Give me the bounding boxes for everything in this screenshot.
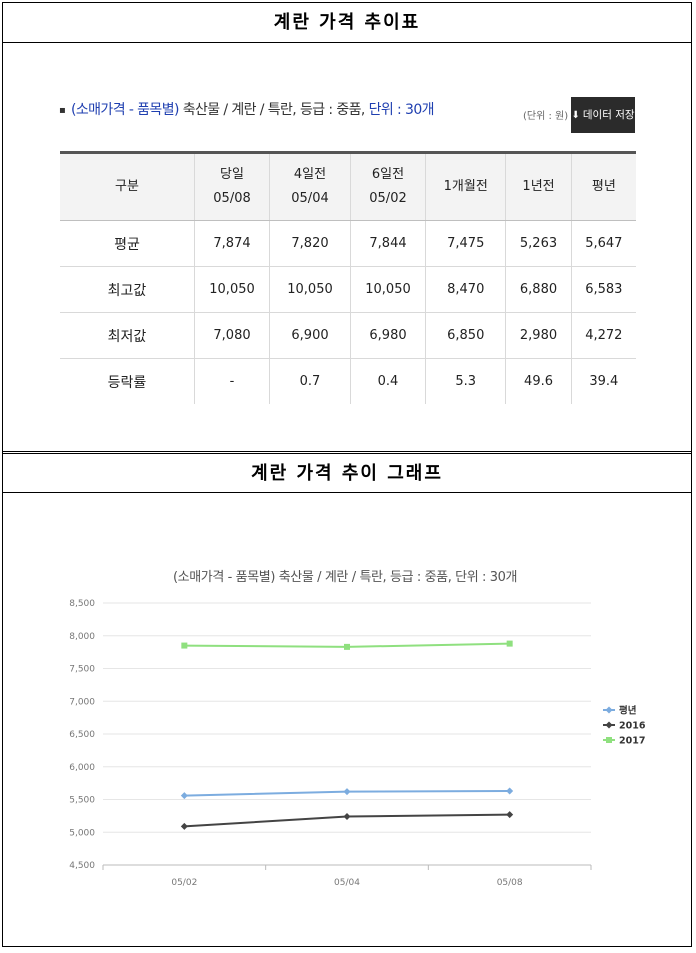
table-caption: (소매가격 - 품목별) 축산물 / 계란 / 특란, 등급 : 중품, 단위 … (71, 99, 435, 119)
section-title-table: 계란 가격 추이표 (3, 3, 691, 43)
cell: 7,080 (193, 312, 270, 359)
header-4days: 4일전 05/04 (269, 151, 351, 221)
row-label: 최저값 (60, 312, 195, 359)
y-tick-label: 8,000 (69, 632, 95, 642)
y-tick-label: 5,000 (69, 828, 95, 838)
table-header-row: 구분 당일 05/08 4일전 05/04 6일전 05/02 1개월전 1년전 평년 (60, 151, 636, 221)
y-tick-label: 4,500 (69, 861, 95, 871)
header-category: 구분 (60, 151, 195, 221)
cell: 6,900 (269, 312, 351, 359)
cell: 6,980 (349, 312, 426, 359)
save-data-button[interactable]: ⬇ 데이터 저장 (571, 97, 635, 133)
y-tick-label: 6,000 (69, 763, 95, 773)
x-tick-label: 05/08 (497, 878, 523, 888)
y-tick-label: 6,500 (69, 730, 95, 740)
table-row: 등락률 - 0.7 0.4 5.3 49.6 39.4 (60, 358, 636, 404)
row-label: 최고값 (60, 266, 195, 313)
table-row: 최고값 10,050 10,050 10,050 8,470 6,880 6,5… (60, 266, 636, 313)
cell: 7,844 (349, 220, 426, 267)
cell: 6,850 (425, 312, 506, 359)
data-point (343, 813, 351, 821)
cell: 0.4 (349, 358, 426, 404)
bullet-icon: ▪ (59, 105, 66, 116)
cell: 5.3 (425, 358, 506, 404)
y-tick-label: 7,500 (69, 665, 95, 675)
header-1year: 1년전 (505, 151, 572, 221)
section-divider (3, 451, 691, 452)
cell: 7,874 (193, 220, 270, 267)
header-today: 당일 05/08 (193, 151, 270, 221)
header-1month: 1개월전 (425, 151, 506, 221)
row-label: 평균 (60, 220, 195, 267)
data-point (343, 788, 351, 796)
cell: 2,980 (505, 312, 572, 359)
y-tick-label: 8,500 (69, 599, 95, 609)
caption-category: (소매가격 - 품목별) (71, 102, 179, 118)
chart-title: (소매가격 - 품목별) 축산물 / 계란 / 특란, 등급 : 중품, 단위 … (173, 570, 518, 585)
price-table: 구분 당일 05/08 4일전 05/04 6일전 05/02 1개월전 1년전 평년… (60, 151, 636, 404)
cell: 10,050 (193, 266, 270, 313)
data-point (344, 643, 350, 650)
cell: 7,820 (269, 220, 351, 267)
legend-label: 평년 (619, 705, 636, 717)
x-tick-label: 05/04 (334, 878, 360, 888)
data-point (506, 811, 514, 819)
legend-marker (606, 737, 612, 743)
cell: 5,647 (570, 220, 636, 267)
data-point (181, 642, 188, 649)
table-caption-row: ▪ (소매가격 - 품목별) 축산물 / 계란 / 특란, 등급 : 중품, 단… (59, 97, 639, 133)
cell: - (193, 358, 270, 404)
cell: 10,050 (269, 266, 351, 313)
y-tick-label: 5,500 (69, 796, 95, 806)
cell: 6,880 (505, 266, 572, 313)
data-point (180, 792, 188, 800)
download-icon: ⬇ (571, 110, 580, 121)
cell: 39.4 (570, 358, 636, 404)
x-tick-label: 05/02 (171, 878, 197, 888)
data-point (506, 787, 514, 795)
y-tick-label: 7,000 (69, 697, 95, 707)
cell: 49.6 (505, 358, 572, 404)
table-row: 최저값 7,080 6,900 6,980 6,850 2,980 4,272 (60, 312, 636, 359)
row-label: 등락률 (107, 374, 147, 391)
chart-container: (소매가격 - 품목별) 축산물 / 계란 / 특란, 등급 : 중품, 단위 … (63, 558, 663, 898)
cell: 5,263 (505, 220, 572, 267)
cell: 8,470 (425, 266, 506, 313)
header-6days: 6일전 05/02 (349, 151, 426, 221)
data-point (180, 822, 188, 830)
cell: 7,475 (425, 220, 506, 267)
header-normal-year: 평년 (570, 151, 636, 221)
cell: 0.7 (269, 358, 351, 404)
line-chart: 4,500 5,000 5,500 6,000 6,500 7,000 7,500 8,000… (69, 599, 646, 888)
save-data-label: 데이터 저장 (582, 109, 635, 121)
cell: 6,583 (570, 266, 636, 313)
table-row: 평균 7,874 7,820 7,844 7,475 5,263 5,647 (60, 220, 636, 267)
data-point (506, 640, 513, 647)
legend-label: 2017 (619, 736, 645, 747)
caption-unit: 단위 : 30개 (368, 102, 435, 118)
caption-item: 축산물 / 계란 / 특란, 등급 : 중품, (178, 102, 369, 118)
cell: 10,050 (349, 266, 426, 313)
cell: 4,272 (570, 312, 636, 359)
legend-marker (605, 706, 613, 714)
legend-marker (605, 721, 613, 729)
unit-note: (단위 : 원) (523, 111, 569, 122)
legend-label: 2016 (619, 721, 646, 732)
section-title-graph: 계란 가격 추이 그래프 (3, 453, 691, 493)
